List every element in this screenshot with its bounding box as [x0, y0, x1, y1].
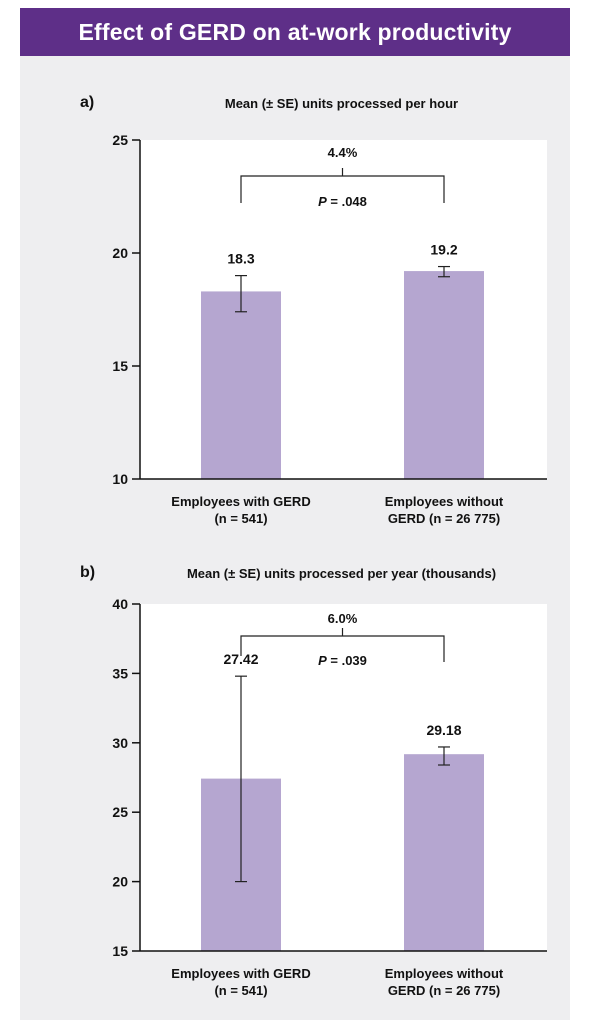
y-tick-label: 15 [112, 943, 128, 959]
x-category-label: (n = 541) [214, 983, 267, 998]
bar [404, 754, 484, 951]
y-tick-label: 20 [112, 245, 128, 261]
p-value-label: P = .048 [318, 194, 367, 209]
x-category-label: GERD (n = 26 775) [388, 983, 500, 998]
x-category-label: GERD (n = 26 775) [388, 511, 500, 526]
y-tick-label: 10 [112, 471, 128, 487]
x-category-label: (n = 541) [214, 511, 267, 526]
difference-label: 6.0% [328, 611, 358, 626]
y-tick-label: 40 [112, 596, 128, 612]
y-tick-label: 15 [112, 358, 128, 374]
panel-label: a) [80, 94, 94, 111]
chart-title: Mean (± SE) units processed per year (th… [187, 566, 496, 581]
y-tick-label: 30 [112, 735, 128, 751]
bar [404, 271, 484, 479]
y-tick-label: 25 [112, 804, 128, 820]
p-value-label: P = .039 [318, 653, 367, 668]
page-title: Effect of GERD on at-work productivity [20, 8, 570, 56]
x-category-label: Employees with GERD [171, 966, 310, 981]
x-category-label: Employees without [385, 494, 504, 509]
data-label: 27.42 [223, 651, 258, 667]
x-category-label: Employees with GERD [171, 494, 310, 509]
y-tick-label: 35 [112, 665, 128, 681]
panel-label: b) [80, 564, 95, 581]
x-category-label: Employees without [385, 966, 504, 981]
data-label: 19.2 [430, 242, 457, 258]
y-tick-label: 20 [112, 874, 128, 890]
y-tick-label: 25 [112, 132, 128, 148]
chart-title: Mean (± SE) units processed per hour [225, 96, 458, 111]
data-label: 29.18 [426, 722, 461, 738]
difference-label: 4.4% [328, 145, 358, 160]
data-label: 18.3 [227, 251, 254, 267]
bar [201, 291, 281, 479]
